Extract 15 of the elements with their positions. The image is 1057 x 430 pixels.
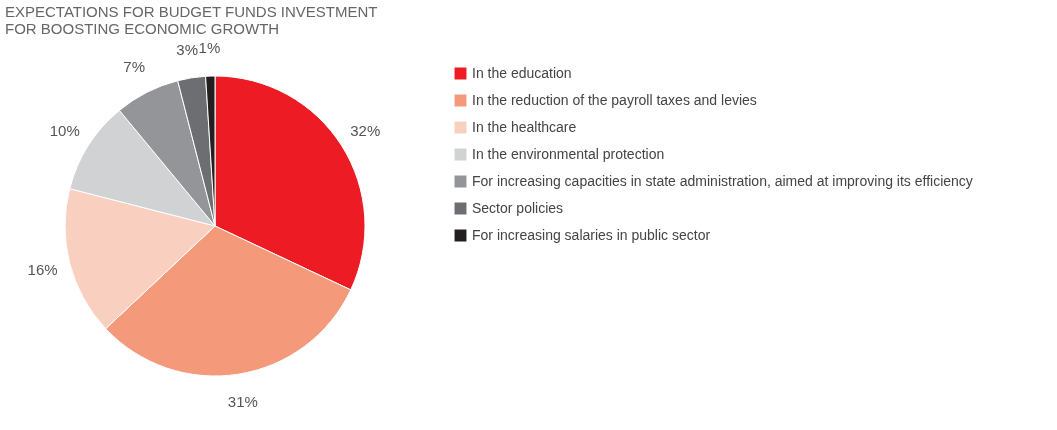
- legend-label: In the environmental protection: [472, 145, 665, 162]
- legend-label: In the education: [472, 64, 572, 81]
- data-label: 16%: [27, 261, 58, 279]
- data-label: 10%: [49, 121, 80, 139]
- data-label: 1%: [198, 39, 221, 57]
- data-label: 7%: [123, 58, 146, 76]
- legend-label: In the reduction of the payroll taxes and levies: [472, 91, 757, 108]
- legend-label: In the healthcare: [472, 118, 577, 135]
- legend-label: Sector policies: [472, 199, 564, 216]
- chart-title: EXPECTATIONS FOR BUDGET FUNDS INVESTMENT FOR BOOSTING ECONOMIC GROWTH: [5, 3, 378, 38]
- data-label: 3%: [176, 41, 198, 59]
- legend-label: For increasing salaries in public sector: [472, 226, 711, 243]
- data-label: 31%: [227, 392, 258, 410]
- data-label: 32%: [350, 121, 381, 139]
- legend-label: For increasing capacities in state administration, aimed at improving its efficiency: [472, 172, 973, 189]
